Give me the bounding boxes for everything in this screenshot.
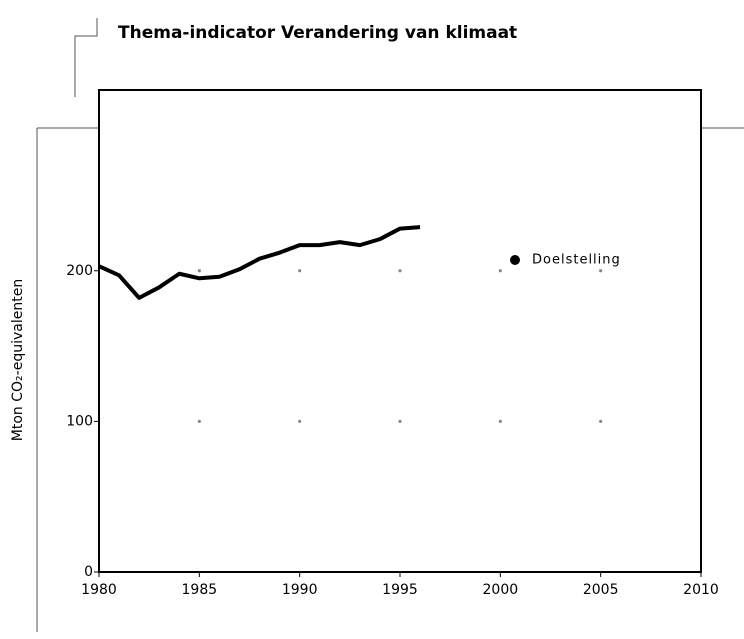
grid-dot: [398, 419, 402, 423]
y-tick-label: 100: [66, 413, 93, 429]
grid-dot: [498, 269, 502, 273]
x-tick-label: 2000: [483, 582, 519, 598]
y-tick-label: 0: [84, 564, 93, 580]
chart-title: Thema-indicator Verandering van klimaat: [118, 23, 517, 43]
frame-decoration: [74, 18, 98, 97]
grid-dot: [197, 419, 201, 423]
x-tick-label: 1980: [81, 582, 117, 598]
y-tick-label: 200: [66, 263, 93, 279]
x-tick-label: 1985: [182, 582, 218, 598]
y-axis-label: Mton CO₂-equivalenten: [10, 279, 26, 441]
data-line: [98, 225, 421, 300]
x-tick-label: 1995: [382, 582, 418, 598]
grid-dot: [298, 419, 302, 423]
x-tick-label: 2005: [583, 582, 619, 598]
plot-frame: [98, 89, 702, 573]
grid-dot: [599, 269, 603, 273]
grid-dot: [197, 269, 201, 273]
grid-dot: [398, 269, 402, 273]
grid-dot: [498, 419, 502, 423]
legend-label: Doelstelling: [532, 253, 621, 268]
legend-marker: [510, 255, 520, 265]
x-tick-label: 1990: [282, 582, 318, 598]
grid-dot: [599, 419, 603, 423]
x-tick-label: 2010: [683, 582, 719, 598]
grid-dot: [298, 269, 302, 273]
